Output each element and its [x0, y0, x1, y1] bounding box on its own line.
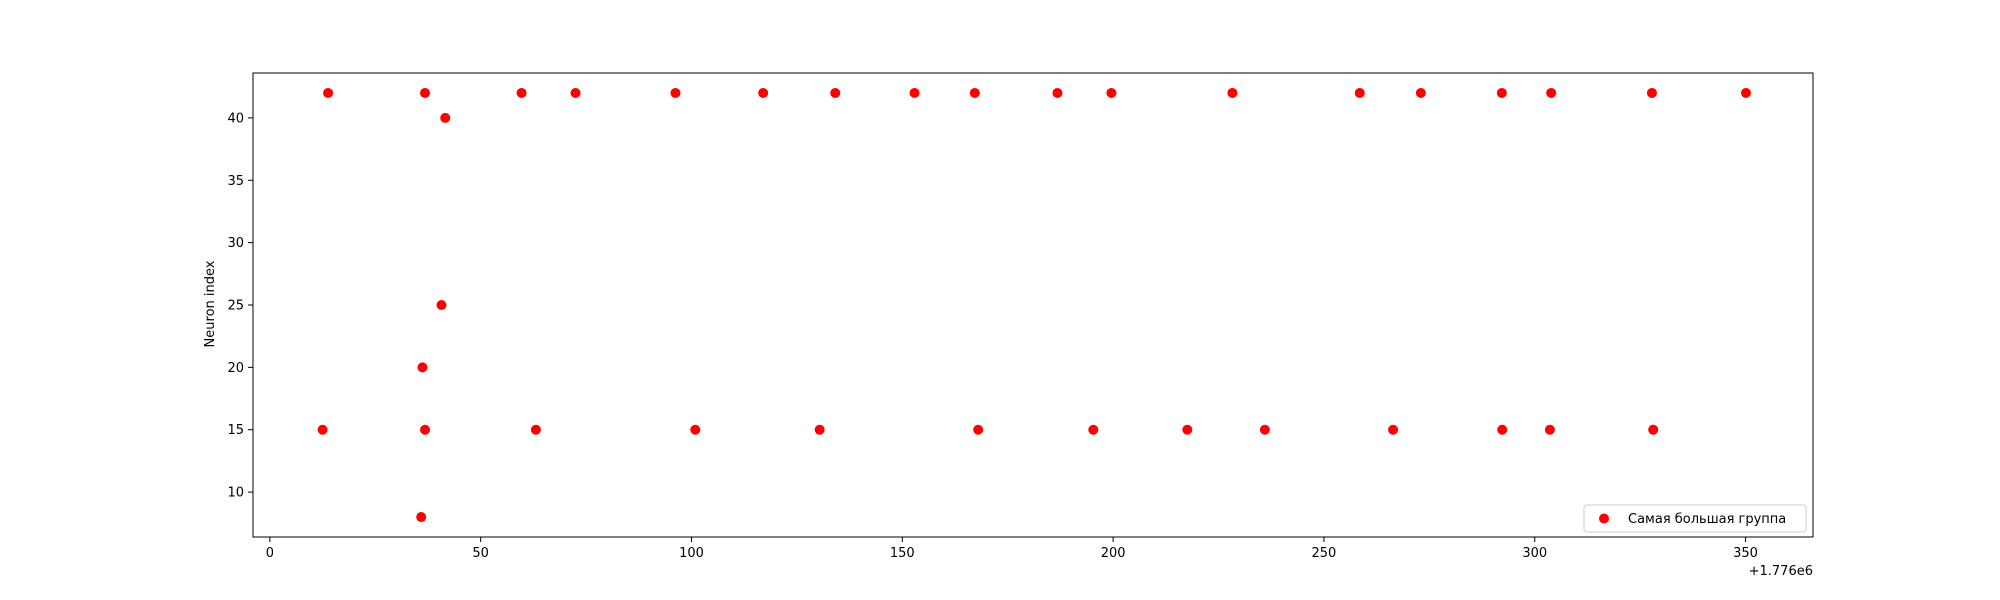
- data-point: [909, 87, 920, 98]
- data-point: [690, 424, 701, 435]
- data-point: [417, 362, 428, 373]
- y-axis-ticks: 10 15 20 25 30 35 40: [227, 111, 253, 501]
- data-point: [1415, 87, 1426, 98]
- data-point: [317, 424, 328, 435]
- data-point: [416, 512, 427, 523]
- x-tick-label: 350: [1733, 546, 1758, 561]
- legend-marker: [1599, 513, 1609, 524]
- data-point: [1052, 87, 1063, 98]
- x-tick-label: 200: [1101, 546, 1126, 561]
- data-point: [1259, 424, 1270, 435]
- data-point: [758, 87, 769, 98]
- x-tick-label: 50: [472, 546, 489, 561]
- data-point: [420, 424, 431, 435]
- data-point: [1497, 424, 1508, 435]
- y-tick-label: 20: [227, 361, 244, 376]
- data-point: [814, 424, 825, 435]
- x-tick-label: 250: [1312, 546, 1337, 561]
- data-point: [1646, 87, 1657, 98]
- data-point: [440, 112, 451, 123]
- data-point: [1106, 87, 1117, 98]
- y-tick-label: 25: [227, 299, 244, 314]
- x-tick-label: 300: [1522, 546, 1547, 561]
- data-point: [1496, 87, 1507, 98]
- data-point: [420, 87, 431, 98]
- y-tick-label: 15: [227, 423, 244, 438]
- plot-area: [252, 72, 1814, 538]
- data-point: [1388, 424, 1399, 435]
- data-point: [570, 87, 581, 98]
- y-tick-label: 30: [227, 236, 244, 251]
- data-point: [830, 87, 841, 98]
- y-axis-label: Neuron index: [203, 260, 218, 347]
- data-point: [1546, 87, 1557, 98]
- y-tick-label: 35: [227, 174, 244, 189]
- data-point: [323, 87, 334, 98]
- y-tick-label: 10: [227, 486, 244, 501]
- data-point: [1648, 424, 1659, 435]
- x-tick-label: 100: [679, 546, 704, 561]
- data-point: [1088, 424, 1099, 435]
- x-tick-label: 150: [890, 546, 915, 561]
- y-tick-label: 40: [227, 111, 244, 126]
- legend-box: [1583, 504, 1807, 533]
- data-point: [1354, 87, 1365, 98]
- x-axis-ticks: 0 50 100 150 200 250 300 350: [266, 537, 1758, 561]
- data-point: [1544, 424, 1555, 435]
- data-point: [1182, 424, 1193, 435]
- data-point: [1227, 87, 1238, 98]
- data-point: [973, 424, 984, 435]
- x-axis-offset-label: +1.776e6: [1749, 564, 1813, 579]
- x-tick-label: 0: [266, 546, 274, 561]
- data-point: [1740, 87, 1751, 98]
- data-point: [969, 87, 980, 98]
- data-point: [530, 424, 541, 435]
- legend: Самая большая группа: [1583, 504, 1807, 533]
- data-point: [436, 300, 447, 310]
- data-point: [670, 87, 681, 98]
- data-point: [516, 87, 527, 98]
- legend-label: Самая большая группа: [1628, 512, 1786, 527]
